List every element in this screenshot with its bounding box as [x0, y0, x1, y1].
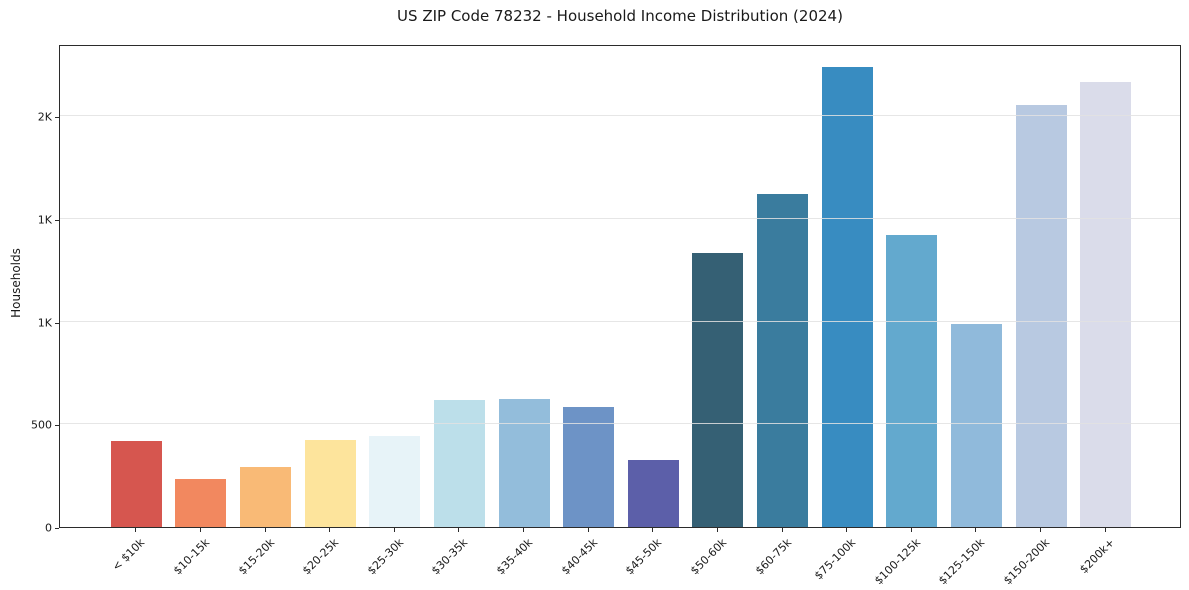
- x-tick-label: $60-75k: [752, 536, 794, 578]
- x-tick-label: $15-20k: [235, 536, 277, 578]
- x-tick-mark: [458, 528, 460, 532]
- x-tick-label: $75-100k: [812, 536, 859, 583]
- x-tick-mark: [910, 528, 912, 532]
- gridline-500: [60, 423, 1180, 425]
- x-tick-mark: [1040, 528, 1042, 532]
- x-tick-mark: [199, 528, 201, 532]
- x-tick-mark: [523, 528, 525, 532]
- bar-14: [1015, 105, 1067, 527]
- chart-title: US ZIP Code 78232 - Household Income Dis…: [397, 7, 843, 25]
- y-tick-mark: [55, 425, 59, 427]
- bar-15: [1080, 82, 1132, 527]
- x-tick-label: $150-200k: [1001, 536, 1053, 588]
- bar-1: [175, 479, 227, 527]
- x-tick-label: < $10k: [109, 536, 148, 574]
- x-tick-mark: [587, 528, 589, 532]
- x-tick-label: $45-50k: [623, 536, 665, 578]
- x-tick-mark: [264, 528, 266, 532]
- y-tick-label: 0: [45, 521, 52, 535]
- bar-9: [692, 253, 744, 527]
- x-tick-label: $10-15k: [170, 536, 213, 578]
- bar-0: [110, 440, 162, 527]
- bar-13: [950, 323, 1002, 527]
- x-tick-label: $25-30k: [364, 536, 406, 578]
- gridline-1500: [60, 218, 1180, 219]
- y-tick-mark: [55, 528, 59, 529]
- y-tick-label: 1K: [37, 213, 52, 227]
- y-tick-mark: [55, 322, 59, 324]
- y-tick-mark: [55, 117, 59, 119]
- y-tick-mark: [55, 220, 59, 221]
- bar-8: [627, 459, 679, 527]
- bar-3: [304, 440, 356, 527]
- x-tick-mark: [781, 528, 783, 532]
- x-tick-label: $50-60k: [687, 536, 730, 578]
- x-tick-label: $20-25k: [300, 536, 342, 578]
- x-tick-mark: [716, 528, 718, 532]
- x-tick-mark: [846, 528, 848, 532]
- bar-12: [886, 234, 938, 527]
- bar-6: [498, 398, 550, 527]
- bar-7: [563, 406, 615, 527]
- x-tick-label: $100-125k: [871, 536, 923, 588]
- x-tick-label: $30-35k: [429, 536, 471, 578]
- x-tick-mark: [1104, 528, 1106, 532]
- y-axis-label: Households: [9, 248, 23, 318]
- y-tick-label: 1K: [37, 316, 52, 330]
- y-tick-label: 500: [31, 418, 52, 432]
- bar-4: [369, 435, 421, 527]
- x-tick-mark: [652, 528, 654, 532]
- y-tick-label: 2K: [37, 110, 52, 124]
- x-tick-label: $35-40k: [494, 536, 536, 578]
- bar-2: [240, 467, 292, 527]
- x-tick-mark: [975, 528, 977, 532]
- bar-11: [821, 67, 873, 527]
- x-tick-label: $40-45k: [558, 536, 600, 578]
- gridline-1000: [60, 320, 1180, 322]
- x-tick-mark: [135, 528, 137, 532]
- x-tick-mark: [329, 528, 331, 532]
- x-tick-mark: [393, 528, 395, 532]
- x-tick-label: $200k+: [1076, 536, 1117, 577]
- plot-area: [59, 45, 1181, 528]
- x-tick-label: $125-150k: [936, 536, 988, 588]
- bar-5: [433, 400, 485, 527]
- bar-10: [757, 194, 809, 527]
- gridline-2000: [60, 115, 1180, 117]
